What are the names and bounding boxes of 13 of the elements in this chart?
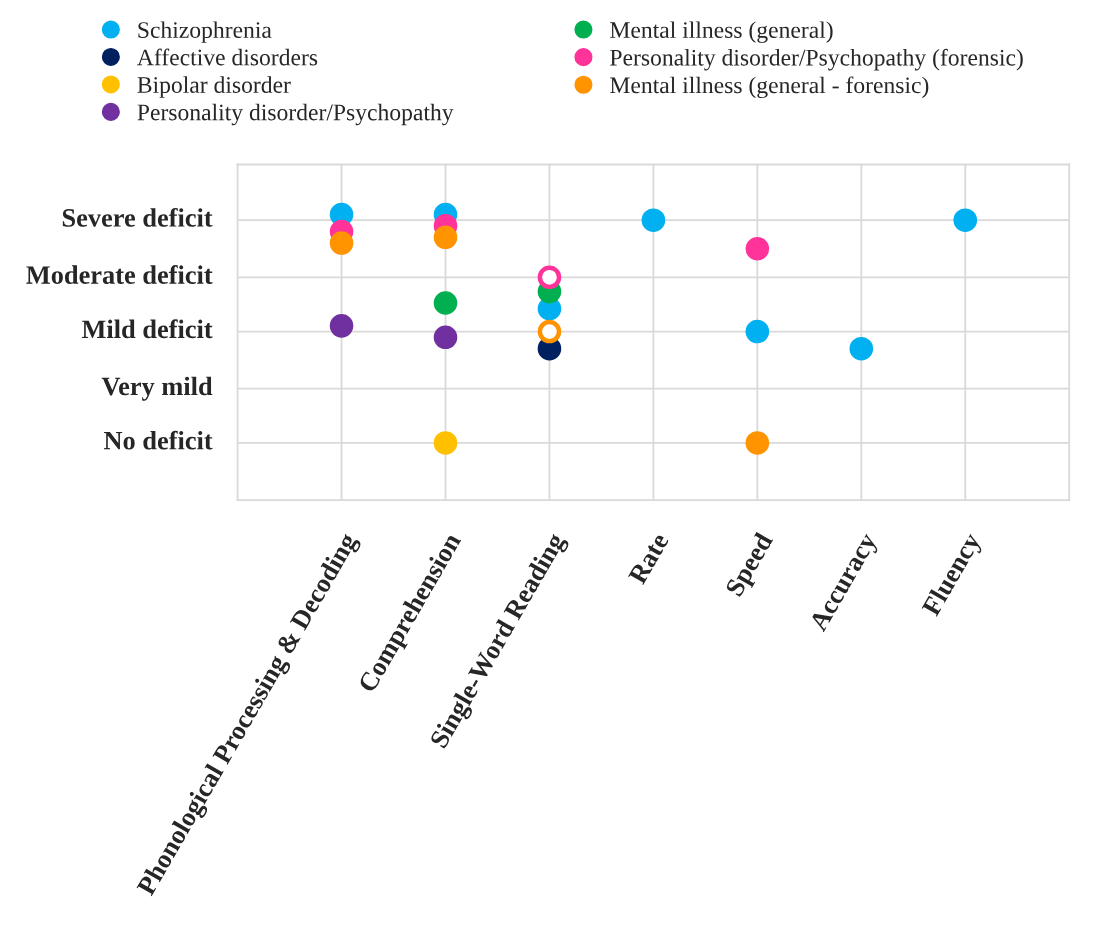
ref-line-label: Severe deficit <box>62 207 213 227</box>
legend-label: Affective disorders <box>137 48 318 66</box>
legend-label: Mental illness (general) <box>610 21 833 43</box>
point <box>433 431 458 455</box>
legend-label: Mental illness (general - forensic) <box>610 76 929 99</box>
legend-label: Bipolar disorder <box>137 76 291 98</box>
legend-label: Schizophrenia <box>138 21 272 43</box>
ref-line-label: Very mild <box>101 376 213 401</box>
ref-line-label: Moderate deficit <box>26 265 213 284</box>
ref-line-label: Mild deficit <box>81 319 213 339</box>
legend-label: Personality disorder/Psychopathy (forensic) <box>610 48 1023 71</box>
ref-line-label: No deficit <box>103 430 213 450</box>
legend-label: Personality disorder/Psychopathy <box>137 103 454 126</box>
